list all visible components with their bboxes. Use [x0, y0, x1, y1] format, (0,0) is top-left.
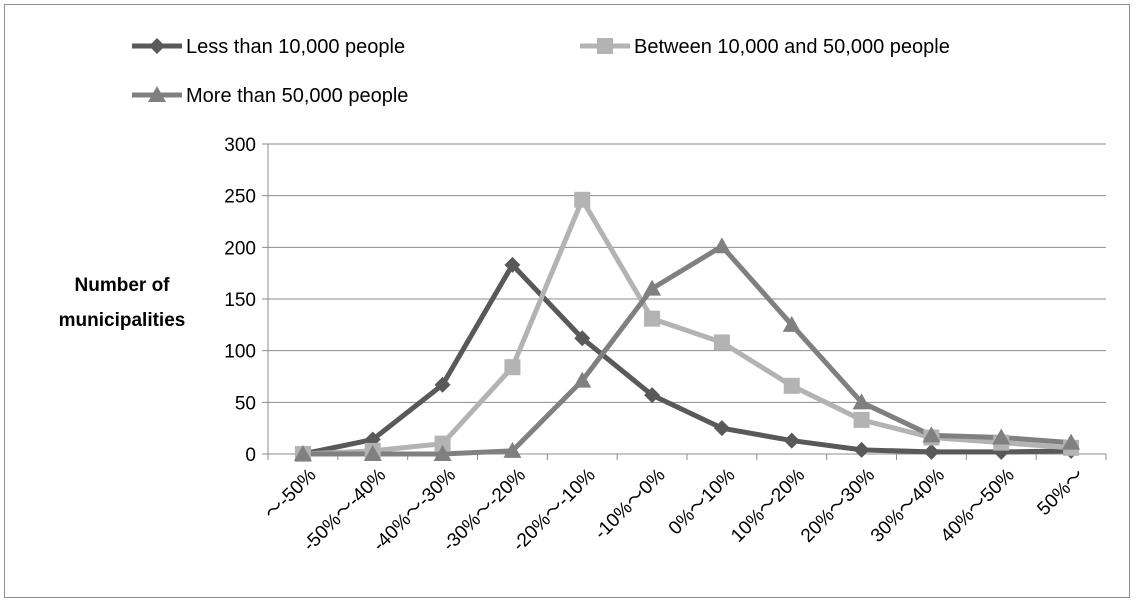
- data-point: [643, 279, 662, 296]
- x-tick-label: ～-50%: [261, 465, 321, 525]
- legend-marker: [148, 86, 166, 102]
- data-point: [782, 315, 801, 332]
- legend-entry: Between 10,000 and 50,000 people: [634, 36, 950, 58]
- y-tick-labels: 0 50 100 150 200 250 300: [224, 135, 256, 466]
- legend-marker: [597, 38, 613, 54]
- x-tick-label: 0%～10%: [665, 465, 740, 540]
- series-line: [302, 243, 1072, 457]
- data-point: [644, 387, 661, 404]
- y-tick-label: 100: [224, 342, 256, 363]
- data-point: [574, 191, 591, 208]
- legend-entry: Less than 10,000 people: [186, 36, 405, 58]
- data-point: [1062, 433, 1081, 450]
- data-point: [503, 441, 522, 458]
- y-tick-label: 0: [245, 445, 256, 466]
- data-point: [713, 420, 730, 437]
- legend-entry: More than 50,000 people: [186, 85, 408, 107]
- y-axis-label-line-1: Number of: [75, 275, 171, 296]
- data-point: [853, 411, 870, 428]
- x-tick-label: 10%～20%: [727, 465, 809, 547]
- data-point: [363, 445, 382, 461]
- data-point: [434, 376, 451, 393]
- y-tick-label: 50: [235, 393, 256, 414]
- x-tick-label: -10%～0%: [591, 465, 670, 544]
- y-tick-label: 200: [224, 238, 256, 259]
- data-point: [923, 443, 940, 460]
- legend-marker: [149, 38, 165, 54]
- data-point: [783, 432, 800, 449]
- x-tick-labels: ～-50%-50%～-40%-40%～-30%-30%～-20%-20%～-10…: [261, 465, 1089, 556]
- y-tick-label: 150: [224, 290, 256, 311]
- x-tick-label: 30%～40%: [867, 465, 949, 547]
- data-point: [783, 377, 800, 394]
- legend: Less than 10,000 people Between 10,000 an…: [132, 36, 950, 107]
- x-tick-label: 40%～50%: [937, 465, 1019, 547]
- data-point: [644, 310, 661, 327]
- x-tick-label: 20%～30%: [797, 465, 879, 547]
- data-point: [712, 237, 731, 254]
- series-group: [293, 191, 1081, 462]
- y-tick-label: 300: [224, 135, 256, 156]
- data-point: [853, 441, 870, 458]
- data-point: [922, 426, 941, 443]
- chart-frame: [4, 4, 1130, 598]
- series-line: [302, 262, 1072, 457]
- data-point: [574, 330, 591, 347]
- data-point: [434, 435, 451, 452]
- y-tick-label: 250: [224, 187, 256, 208]
- data-point: [504, 359, 521, 376]
- gridlines: [268, 143, 1106, 403]
- y-axis-label-line-2: municipalities: [59, 310, 186, 331]
- data-point: [433, 445, 452, 461]
- data-point: [713, 334, 730, 351]
- data-point: [852, 393, 871, 410]
- data-point: [293, 445, 312, 461]
- data-point: [573, 371, 592, 388]
- series-line: [302, 197, 1072, 457]
- data-point: [504, 256, 521, 273]
- data-point: [992, 428, 1011, 445]
- x-tick-label: 50%～: [1033, 465, 1088, 520]
